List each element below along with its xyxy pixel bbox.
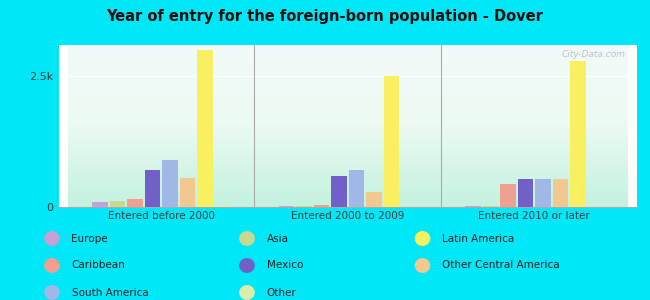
Bar xyxy=(367,192,382,207)
Bar xyxy=(162,160,177,207)
Text: Mexico: Mexico xyxy=(266,260,303,271)
Bar xyxy=(571,61,586,207)
Bar xyxy=(197,50,213,207)
Bar xyxy=(384,76,399,207)
Text: Other: Other xyxy=(266,287,296,298)
Bar xyxy=(465,206,481,207)
Text: City-Data.com: City-Data.com xyxy=(562,50,625,59)
Bar xyxy=(500,184,516,207)
Bar xyxy=(314,205,329,207)
Bar xyxy=(279,206,294,207)
Bar xyxy=(127,199,142,207)
Bar xyxy=(179,178,195,207)
Bar xyxy=(536,179,551,207)
Text: South America: South America xyxy=(72,287,148,298)
Text: Year of entry for the foreign-born population - Dover: Year of entry for the foreign-born popul… xyxy=(107,9,543,24)
Bar xyxy=(296,206,312,207)
Bar xyxy=(518,179,533,207)
Bar xyxy=(145,170,160,207)
Bar xyxy=(214,206,230,207)
Bar xyxy=(483,206,499,207)
Bar xyxy=(332,176,346,207)
Bar xyxy=(92,202,108,207)
Bar xyxy=(349,170,364,207)
Text: Latin America: Latin America xyxy=(442,233,514,244)
Text: Caribbean: Caribbean xyxy=(72,260,125,271)
Text: Other Central America: Other Central America xyxy=(442,260,560,271)
Text: Europe: Europe xyxy=(72,233,108,244)
Text: Asia: Asia xyxy=(266,233,289,244)
Bar xyxy=(110,201,125,207)
Bar xyxy=(553,179,568,207)
